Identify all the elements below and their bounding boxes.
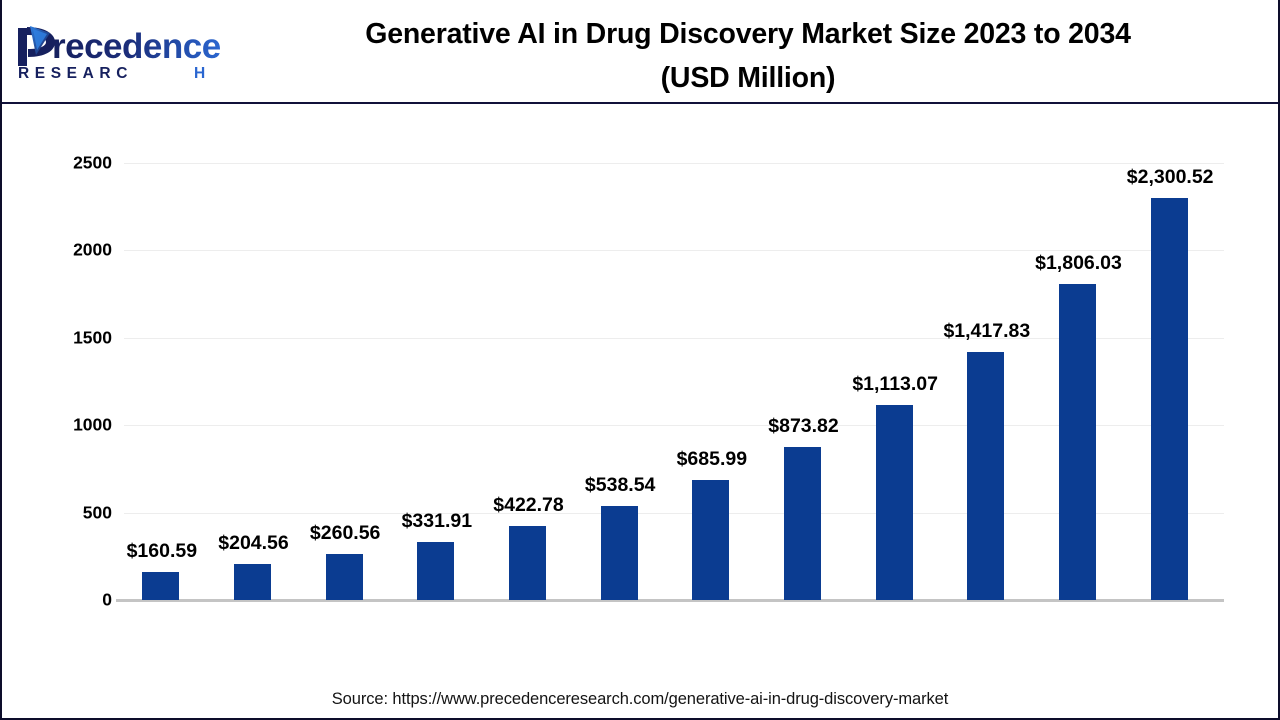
bar-value-label: $422.78 xyxy=(493,494,564,517)
bar-2025[interactable] xyxy=(325,554,363,600)
y-axis-tick-label: 2000 xyxy=(73,239,112,260)
header: recedence RESEARC H Generative AI in Dru… xyxy=(2,0,1278,104)
x-axis-line xyxy=(116,599,1224,602)
gridline xyxy=(124,425,1224,427)
bar-value-label: $1,417.83 xyxy=(943,320,1031,343)
bar-2028[interactable] xyxy=(600,505,638,600)
bar-value-label: $873.82 xyxy=(768,415,839,438)
title-line-2: (USD Million) xyxy=(660,62,836,94)
bar-value-label: $685.99 xyxy=(676,448,748,471)
svg-text:H: H xyxy=(194,65,211,82)
bar-2027[interactable] xyxy=(509,526,546,600)
bar-2032[interactable] xyxy=(967,352,1005,600)
bar-2029[interactable] xyxy=(692,480,730,600)
gridline xyxy=(124,163,1224,164)
bar-2030[interactable] xyxy=(784,447,821,600)
bar-chart: $160.59 $204.56 $260.56 $331.91 $422.78 $538.… xyxy=(2,104,1278,684)
y-axis-tick-label: 1500 xyxy=(73,327,112,348)
bar-value-label: $2,300.52 xyxy=(1126,165,1214,188)
bar-2034[interactable] xyxy=(1150,197,1188,600)
y-axis-tick-label: 500 xyxy=(82,502,112,523)
source-text: Source: https://www.precedenceresearch.c… xyxy=(331,690,949,708)
bar-2031[interactable] xyxy=(875,405,913,600)
gridline xyxy=(124,512,1224,514)
bar-2033[interactable] xyxy=(1059,284,1096,600)
plot-area: $160.59 $204.56 $260.56 $331.91 $422.78 $538.… xyxy=(116,163,1224,602)
bar-2026[interactable] xyxy=(417,541,455,600)
page-title: Generative AI in Drug Discovery Market S… xyxy=(248,12,1248,100)
bar-2023[interactable] xyxy=(142,571,180,600)
gridline xyxy=(124,337,1224,339)
svg-text:recedence: recedence xyxy=(52,27,221,66)
bar-value-label: $1,806.03 xyxy=(1035,252,1122,275)
footer: Source: https://www.precedenceresearch.c… xyxy=(2,680,1278,718)
bar-value-label: $260.56 xyxy=(309,522,381,545)
bar-value-label: $160.59 xyxy=(126,539,198,562)
precedence-research-logo: recedence RESEARC H xyxy=(12,22,224,84)
svg-text:RESEARC: RESEARC xyxy=(18,65,133,82)
y-axis-tick-label: 1000 xyxy=(73,414,112,435)
gridline xyxy=(124,250,1224,252)
bar-value-label: $1,113.07 xyxy=(852,373,938,396)
bar-value-label: $204.56 xyxy=(218,532,289,555)
bar-2024[interactable] xyxy=(234,564,271,600)
title-line-1: Generative AI in Drug Discovery Market S… xyxy=(365,18,1131,50)
precedence-leaf-p-icon: recedence RESEARC H xyxy=(18,26,221,82)
bar-value-label: $331.91 xyxy=(401,509,473,532)
y-axis-tick-label: 2500 xyxy=(73,152,112,173)
bar-value-label: $538.54 xyxy=(584,473,656,496)
y-axis-tick-label: 0 xyxy=(102,589,112,610)
